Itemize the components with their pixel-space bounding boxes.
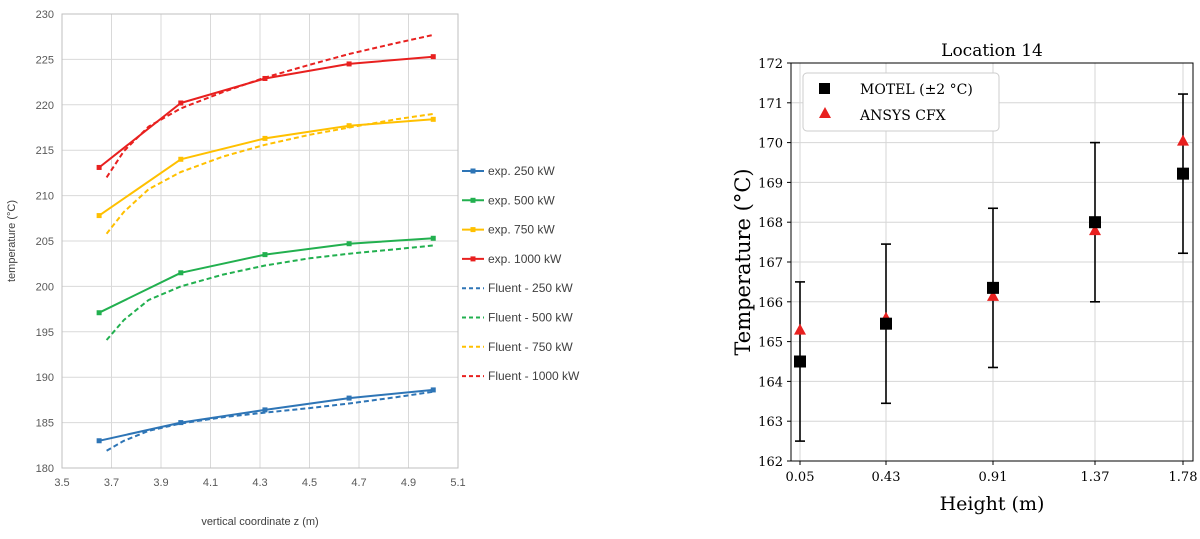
left-y-tick-label: 200 (36, 281, 54, 293)
left-data-point (178, 420, 184, 426)
left-y-tick-label: 195 (36, 327, 54, 339)
left-series-line (98, 388, 434, 442)
right-legend-box (802, 72, 1000, 132)
right-cfx-point (987, 289, 999, 301)
left-x-tick-label: 4.3 (252, 477, 267, 489)
right-cfx-point (1089, 224, 1101, 236)
left-data-point (178, 156, 184, 162)
right-motel-point (1177, 167, 1189, 180)
left-legend-label: exp. 250 kW (488, 164, 555, 178)
left-y-tick-label: 180 (36, 463, 54, 475)
left-series-line (105, 33, 434, 178)
right-x-tick-label: 0.05 (786, 470, 815, 485)
left-data-point (96, 438, 102, 444)
left-x-tick-label: 5.1 (450, 477, 465, 489)
left-data-point (96, 164, 102, 170)
left-legend-label: Fluent - 750 kW (488, 340, 573, 354)
left-y-axis-label: temperature (°C) (6, 200, 18, 282)
left-data-point (430, 235, 436, 241)
left-y-tick-label: 185 (36, 418, 54, 430)
right-legend-label-motel: MOTEL (±2 °C) (860, 82, 973, 98)
left-series-line (98, 55, 434, 169)
left-y-tick-label: 215 (36, 145, 54, 157)
right-y-tick-label: 163 (758, 415, 783, 430)
right-y-tick-label: 168 (758, 216, 783, 231)
right-y-tick-label: 169 (758, 176, 783, 191)
right-legend-marker-motel (819, 83, 830, 94)
left-legend-label: exp. 750 kW (488, 223, 555, 237)
left-data-point (346, 395, 352, 401)
right-y-tick-label: 167 (758, 256, 783, 271)
left-chart: 180 185 190 195 200 205 210 215 220 225 230 3.5 3.7 3… (6, 9, 580, 528)
left-series-line (106, 390, 434, 452)
left-data-point (96, 213, 102, 219)
left-y-tick-label: 210 (36, 191, 54, 203)
left-y-tick-label: 225 (36, 54, 54, 66)
right-legend-label-cfx: ANSYS CFX (859, 108, 946, 124)
left-legend-marker (470, 168, 476, 174)
right-x-tick-label: 0.43 (872, 470, 901, 485)
left-x-tick-label: 4.9 (401, 477, 416, 489)
left-series-line (105, 112, 434, 235)
right-y-tick-label: 162 (758, 455, 783, 470)
left-x-tick-label: 4.1 (203, 477, 218, 489)
left-data-point (178, 100, 184, 106)
left-data-point (96, 310, 102, 316)
right-y-tick-label: 172 (758, 57, 783, 72)
left-data-point (346, 123, 352, 129)
right-y-axis-label: Temperature (°C) (731, 168, 755, 355)
left-y-tick-label: 205 (36, 236, 54, 248)
right-x-tick-label: 1.37 (1081, 470, 1110, 485)
left-data-point (346, 241, 352, 247)
left-legend-marker (470, 197, 476, 203)
right-x-tick-label: 1.78 (1169, 470, 1198, 485)
right-y-tick-label: 165 (758, 336, 783, 351)
left-data-point (430, 387, 436, 393)
right-legend-marker-cfx (819, 107, 831, 118)
left-plot-frame (61, 13, 459, 469)
left-x-tick-label: 4.7 (351, 477, 366, 489)
right-y-tick-label: 166 (758, 296, 783, 311)
left-legend-label: exp. 1000 kW (488, 252, 562, 266)
left-y-tick-label: 190 (36, 372, 54, 384)
left-data-point (346, 61, 352, 67)
left-legend-label: Fluent - 1000 kW (488, 369, 580, 383)
left-x-tick-label: 3.5 (54, 477, 69, 489)
right-chart-title: Location 14 (941, 41, 1043, 61)
right-motel-point (880, 317, 892, 330)
left-y-tick-label: 230 (36, 9, 54, 21)
right-y-tick-label: 164 (758, 375, 783, 390)
left-data-point (262, 407, 268, 413)
left-data-point (178, 270, 184, 276)
right-motel-point (1089, 216, 1101, 229)
left-legend-label: Fluent - 250 kW (488, 281, 573, 295)
left-x-axis-label: vertical coordinate z (m) (201, 516, 318, 528)
right-x-axis-label: Height (m) (940, 493, 1045, 515)
right-y-tick-label: 170 (758, 137, 783, 152)
right-cfx-point (1177, 134, 1189, 146)
right-x-tick-label: 0.91 (979, 470, 1008, 485)
right-motel-point (794, 355, 806, 368)
left-legend-marker (470, 256, 476, 262)
right-chart: Location 14 162 163 164 165 166 167 168 169 170 17… (731, 41, 1197, 515)
right-cfx-point (794, 323, 806, 335)
left-data-point (430, 116, 436, 122)
left-x-tick-label: 3.7 (104, 477, 119, 489)
left-data-point (262, 252, 268, 258)
left-x-tick-label: 3.9 (153, 477, 168, 489)
left-y-tick-label: 220 (36, 100, 54, 112)
left-x-tick-label: 4.5 (302, 477, 317, 489)
left-legend-label: Fluent - 500 kW (488, 311, 573, 325)
right-plot-frame (790, 62, 1194, 462)
right-motel-point (987, 281, 999, 294)
left-series-line (98, 118, 434, 217)
left-data-point (430, 54, 436, 60)
left-legend-marker (470, 227, 476, 233)
left-series-line (105, 244, 434, 341)
right-y-tick-label: 171 (758, 97, 783, 112)
left-data-point (262, 135, 268, 141)
left-legend-label: exp. 500 kW (488, 193, 555, 207)
